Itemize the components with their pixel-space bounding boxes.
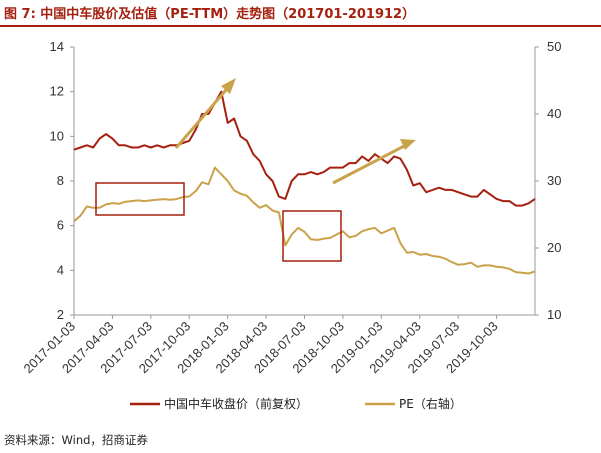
left-tick-label: 8 — [57, 173, 64, 188]
left-tick-label: 6 — [57, 218, 64, 233]
left-tick-label: 10 — [50, 128, 64, 143]
x-axis-ticks: 2017-01-032017-04-032017-07-032017-10-03… — [20, 315, 501, 376]
left-tick-label: 4 — [57, 262, 64, 277]
right-axis-ticks: 10 20 30 40 50 — [535, 39, 561, 322]
uptrend-arrow-2017 — [174, 82, 234, 149]
price-line — [73, 90, 536, 207]
title-rule — [0, 25, 601, 27]
source-note: 资料来源：Wind，招商证券 — [4, 433, 148, 447]
right-tick-label: 40 — [547, 106, 561, 121]
uptrend-arrowhead-2018 — [400, 139, 416, 150]
annotation-box-2017 — [95, 182, 185, 216]
left-tick-label: 12 — [50, 84, 64, 99]
right-tick-label: 30 — [547, 173, 561, 188]
uptrend-arrowhead-2017 — [221, 78, 236, 94]
uptrend-arrow-2018 — [332, 141, 411, 185]
legend-label-pe: PE（右轴） — [399, 396, 462, 411]
right-tick-label: 10 — [547, 307, 561, 322]
right-tick-label: 20 — [547, 240, 561, 255]
annotation-box-2018 — [282, 210, 342, 262]
left-tick-label: 14 — [50, 39, 64, 54]
legend-label-price: 中国中车收盘价（前复权） — [164, 396, 308, 411]
pe-line — [73, 166, 536, 275]
figure-title: 图 7: 中国中车股价及估值（PE-TTM）走势图（201701-201912） — [4, 7, 416, 22]
left-tick-label: 2 — [57, 307, 64, 322]
right-tick-label: 50 — [547, 39, 561, 54]
left-axis-ticks: 2 4 6 8 10 12 14 — [50, 39, 74, 322]
